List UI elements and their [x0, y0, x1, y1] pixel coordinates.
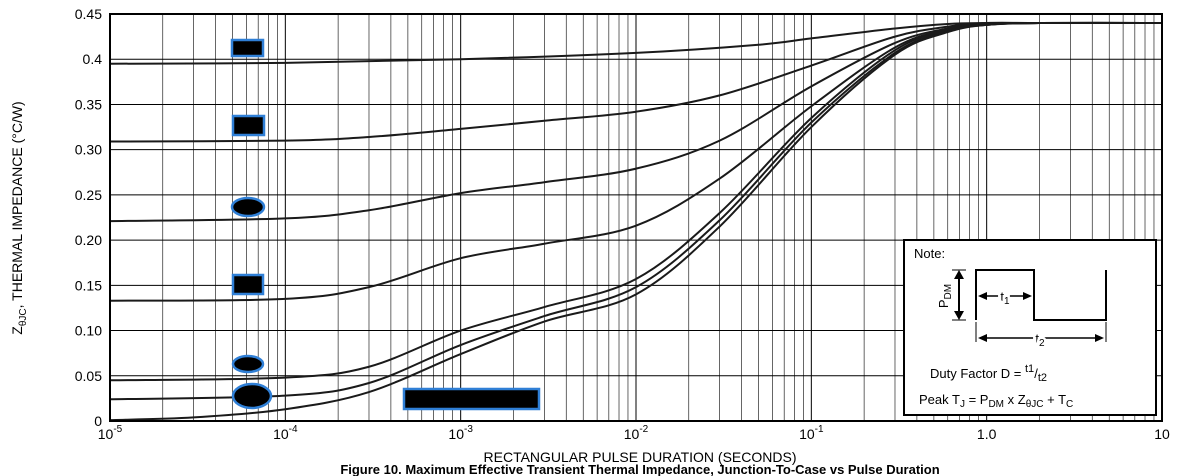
y-tick-label: 0.45 — [75, 6, 102, 22]
pdm-arrowhead-down — [954, 311, 964, 320]
x-tick-label: 10-1 — [799, 424, 824, 442]
y-axis-label-sub: θJC — [18, 308, 29, 326]
note-frame — [903, 239, 1157, 416]
redaction-rect — [230, 38, 265, 58]
x-tick-label: 10-4 — [273, 424, 298, 442]
y-tick-label: 0 — [94, 413, 102, 429]
figure-caption: Figure 10. Maximum Effective Transient T… — [340, 462, 939, 476]
redaction-ellipse — [230, 196, 266, 218]
series-line-7 — [109, 21, 1163, 422]
t1-arrowhead-left — [978, 292, 987, 300]
x-tick-label: 10-2 — [624, 424, 649, 442]
y-tick-label: 0.30 — [75, 142, 102, 158]
x-tick-label: 10 — [1154, 426, 1170, 442]
y-axis-label-main: Z — [9, 326, 25, 335]
y-tick-label: 0.35 — [75, 96, 102, 112]
y-tick-label: 0.10 — [75, 323, 102, 339]
x-axis-label: RECTANGULAR PULSE DURATION (SECONDS) — [484, 449, 797, 465]
pulse-waveform — [975, 269, 1107, 321]
x-tick-label: 10-3 — [448, 424, 473, 442]
redaction-rect — [231, 273, 265, 296]
y-axis-label-rest: , THERMAL IMPEDANCE (°C/W) — [9, 101, 25, 308]
series-group — [109, 21, 1163, 422]
peak-tj-formula: Peak TJ = PDM x ZθJC + TC — [919, 392, 1073, 410]
x-tick-label: 1.0 — [977, 426, 997, 442]
t2-arrowhead-right — [1095, 334, 1104, 342]
y-tick-label: 0.15 — [75, 277, 102, 293]
y-axis-label: ZθJC, THERMAL IMPEDANCE (°C/W) — [9, 101, 29, 334]
note-box: Note: PDM t1 t2 Duty Factor D = t1/t2 — [903, 239, 1157, 416]
t1-arrowhead-right — [1023, 292, 1032, 300]
duty-factor-formula: Duty Factor D = t1/t2 — [930, 363, 1047, 384]
pdm-label: PDM — [936, 284, 954, 308]
t2-label: t2 — [1035, 331, 1045, 349]
y-tick-label: 0.05 — [75, 368, 102, 384]
redaction-ellipse — [231, 382, 273, 410]
y-tick-label: 0.4 — [83, 51, 103, 67]
t1-label: t1 — [1000, 289, 1010, 307]
redaction-ellipse — [231, 354, 265, 374]
y-tick-labels: 0 0.05 0.10 0.15 0.20 0.25 0.30 0.35 0.4 0.45 — [75, 6, 102, 429]
redaction-rect — [402, 387, 541, 411]
y-tick-label: 0.25 — [75, 187, 102, 203]
t2-arrowhead-left — [978, 334, 987, 342]
redaction-rect — [231, 114, 266, 137]
plot-frame — [109, 13, 1163, 422]
pdm-arrowhead-up — [954, 270, 964, 279]
y-tick-label: 0.20 — [75, 232, 102, 248]
redaction-markers — [230, 38, 541, 411]
x-tick-label: 10-5 — [98, 424, 123, 442]
note-title: Note: — [914, 246, 945, 261]
x-tick-labels: 10-5 10-4 10-3 10-2 10-1 1.0 10 — [98, 424, 1170, 442]
